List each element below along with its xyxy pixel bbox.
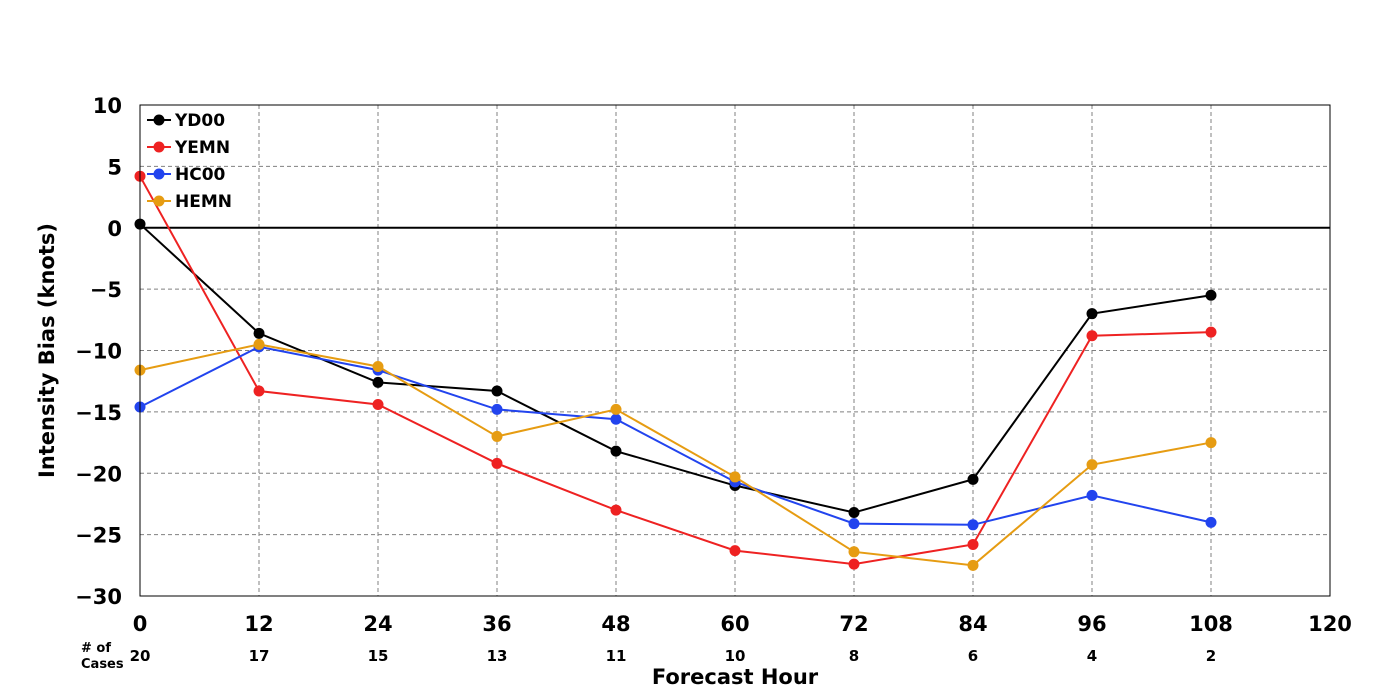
x-tick-label: 24 — [363, 612, 392, 636]
case-count-label: 4 — [1087, 647, 1097, 665]
case-count-label: 17 — [249, 647, 270, 665]
y-tick-label: 5 — [107, 155, 122, 179]
legend-swatch-marker — [153, 114, 165, 126]
data-point-yemn — [253, 385, 265, 397]
legend-label: YEMN — [174, 138, 230, 158]
legend-label: HC00 — [175, 165, 226, 185]
cases-header-line1: # of — [81, 641, 111, 656]
case-count-label: 20 — [130, 647, 151, 665]
y-tick-labels: 10 5 0 −5 −10 −15 −20 −25 −30 — [75, 94, 122, 609]
y-tick-label: 10 — [93, 94, 122, 118]
data-point-hemn — [1205, 437, 1217, 449]
y-tick-label: 0 — [107, 217, 122, 241]
legend-item-yemn: YEMN — [147, 138, 230, 158]
data-point-yemn — [729, 545, 741, 557]
legend-swatch-marker — [153, 141, 165, 153]
legend-label: YD00 — [174, 111, 225, 131]
y-tick-label: −25 — [75, 524, 122, 548]
data-point-hemn — [1086, 459, 1098, 471]
data-point-hc00 — [1205, 516, 1217, 528]
data-point-hemn — [610, 403, 622, 415]
series-yemn — [134, 170, 1217, 570]
data-point-hemn — [253, 338, 265, 350]
legend-label: HEMN — [175, 192, 232, 212]
x-tick-label: 120 — [1308, 612, 1352, 636]
data-point-yemn — [848, 558, 860, 570]
legend-item-yd00: YD00 — [147, 111, 225, 131]
y-axis-title: Intensity Bias (knots) — [35, 223, 59, 478]
legend-swatch-marker — [153, 195, 165, 207]
data-point-hc00 — [491, 403, 503, 415]
legend-item-hemn: HEMN — [147, 192, 232, 212]
x-tick-label: 96 — [1077, 612, 1106, 636]
data-point-yd00 — [967, 473, 979, 485]
y-tick-label: −15 — [75, 401, 122, 425]
case-count-label: 6 — [968, 647, 978, 665]
x-tick-label: 72 — [839, 612, 868, 636]
y-tick-label: −20 — [75, 462, 122, 486]
data-point-hemn — [491, 430, 503, 442]
x-tick-label: 84 — [958, 612, 987, 636]
x-tick-label: 60 — [720, 612, 749, 636]
data-point-yemn — [1205, 326, 1217, 338]
data-point-hemn — [848, 546, 860, 558]
x-tick-labels: 0 12 24 36 48 60 72 84 96 108 120 — [133, 612, 1352, 636]
x-tick-label: 48 — [601, 612, 630, 636]
y-tick-label: −30 — [75, 585, 122, 609]
data-point-hc00 — [1086, 489, 1098, 501]
legend-item-hc00: HC00 — [147, 165, 226, 185]
data-point-hemn — [372, 360, 384, 372]
series-hemn — [134, 338, 1217, 571]
data-point-yemn — [1086, 330, 1098, 342]
grid-lines — [140, 105, 1330, 596]
data-point-yd00 — [491, 385, 503, 397]
x-axis-title: Forecast Hour — [652, 665, 819, 689]
case-count-label: 8 — [849, 647, 859, 665]
plot-frame — [139, 104, 1331, 597]
data-point-yd00 — [1086, 308, 1098, 320]
data-point-yemn — [491, 457, 503, 469]
data-point-yemn — [372, 399, 384, 411]
data-point-hc00 — [848, 518, 860, 530]
data-point-yd00 — [1205, 289, 1217, 301]
cases-row: # of Cases 20 17 15 13 11 10 8 6 4 2 — [81, 641, 1216, 672]
data-point-yemn — [967, 538, 979, 550]
series-lines — [134, 170, 1217, 571]
x-tick-label: 12 — [244, 612, 273, 636]
y-tick-label: −5 — [90, 278, 122, 302]
data-point-hemn — [967, 559, 979, 571]
data-point-hc00 — [610, 413, 622, 425]
case-count-label: 11 — [606, 647, 627, 665]
case-count-label: 13 — [487, 647, 508, 665]
legend-swatch-marker — [153, 168, 165, 180]
data-point-hemn — [729, 471, 741, 483]
series-hc00 — [134, 341, 1217, 531]
x-tick-label: 108 — [1189, 612, 1233, 636]
cases-header-line2: Cases — [81, 657, 124, 672]
series-line-hemn — [139, 343, 1212, 567]
case-count-label: 15 — [368, 647, 389, 665]
x-tick-label: 0 — [133, 612, 148, 636]
series-line-hc00 — [139, 345, 1212, 526]
series-line-yemn — [139, 175, 1212, 566]
data-point-yemn — [610, 504, 622, 516]
y-tick-label: −10 — [75, 340, 122, 364]
case-count-label: 2 — [1206, 647, 1216, 665]
data-point-yd00 — [372, 376, 384, 388]
x-tick-label: 36 — [482, 612, 511, 636]
data-point-yd00 — [610, 445, 622, 457]
data-point-yd00 — [848, 507, 860, 519]
data-point-yd00 — [253, 327, 265, 339]
case-count-label: 10 — [725, 647, 746, 665]
legend: YD00 YEMN HC00 HEMN — [147, 111, 232, 212]
series-line-yd00 — [139, 223, 1212, 514]
data-point-hc00 — [967, 519, 979, 531]
